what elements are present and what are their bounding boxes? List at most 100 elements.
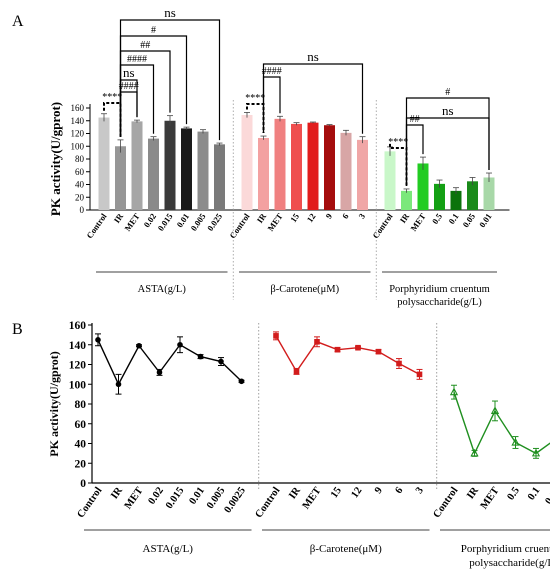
x-tick-label: MET — [122, 211, 141, 233]
y-tick-label: 120 — [69, 360, 87, 372]
y-tick-label: 140 — [69, 340, 87, 352]
group-name: ASTA(g/L) — [143, 543, 194, 555]
bar — [291, 123, 302, 210]
x-tick-label: Control — [370, 211, 395, 240]
significance-bracket — [389, 143, 408, 186]
bar — [98, 117, 110, 210]
x-tick-label: 0.025 — [205, 211, 224, 232]
x-tick-label: Control — [84, 211, 109, 240]
y-tick-label: 60 — [75, 167, 85, 177]
bar — [131, 121, 143, 210]
group-name: β-Carotene(μM) — [270, 284, 339, 295]
y-tick-label: 140 — [71, 116, 85, 126]
x-tick-label: 12 — [305, 211, 318, 224]
x-tick-label: 3 — [414, 485, 426, 496]
x-tick-label: 0.1 — [526, 485, 543, 502]
data-point — [375, 348, 382, 355]
data-point — [511, 437, 520, 446]
bar — [307, 122, 319, 210]
bar — [483, 177, 495, 210]
bar — [434, 183, 445, 210]
group-name: β-Carotene(μM) — [310, 543, 382, 555]
data-point — [238, 378, 245, 385]
significance-label: #### — [262, 66, 282, 77]
bar — [181, 128, 192, 210]
data-point — [115, 381, 122, 388]
x-tick-label: MET — [265, 211, 284, 233]
data-point — [334, 346, 341, 353]
x-tick-label: IR — [398, 211, 412, 225]
data-point — [531, 448, 541, 457]
y-tick-label: 160 — [69, 320, 87, 332]
significance-label: ns — [123, 65, 135, 80]
y-tick-label: 120 — [71, 129, 85, 139]
bar — [417, 163, 429, 210]
significance-bracket — [405, 97, 490, 186]
y-tick-label: 80 — [75, 154, 85, 164]
significance-label: ## — [140, 40, 150, 51]
bar — [197, 131, 209, 210]
significance-label: **** — [245, 93, 265, 104]
significance-bracket — [262, 63, 364, 134]
data-point — [156, 369, 163, 376]
x-tick-label: 15 — [329, 485, 344, 500]
bar — [357, 139, 368, 210]
x-tick-label: Control — [75, 485, 104, 520]
series-line — [97, 339, 242, 386]
x-tick-label: 6 — [393, 485, 405, 496]
significance-label: # — [445, 87, 450, 98]
y-axis-title: PK activity(U/gprot) — [48, 102, 63, 216]
x-tick-label: Control — [253, 485, 282, 520]
bar — [164, 120, 176, 210]
x-tick-label: 0.05 — [460, 211, 477, 229]
bar — [384, 151, 396, 210]
x-tick-label: 0.5 — [505, 485, 522, 502]
x-tick-label: IR — [287, 485, 303, 501]
x-tick-label: 3 — [357, 211, 368, 220]
significance-label: ## — [410, 114, 420, 125]
group-name: Porphyridium cruentum — [389, 284, 490, 295]
bar — [401, 190, 412, 210]
x-tick-label: 6 — [340, 211, 351, 220]
x-tick-label: 0.02 — [146, 485, 166, 506]
significance-bracket — [119, 19, 221, 141]
bar — [340, 132, 352, 210]
y-tick-label: 20 — [75, 458, 87, 470]
x-tick-label: IR — [255, 211, 269, 225]
y-tick-label: 100 — [69, 379, 87, 391]
bar — [214, 144, 225, 210]
y-tick-label: 40 — [75, 180, 85, 190]
bar — [148, 138, 159, 210]
x-tick-label: 12 — [349, 485, 364, 500]
significance-label: #### — [127, 54, 147, 65]
bar — [467, 181, 478, 210]
data-point — [449, 387, 459, 396]
data-point — [177, 341, 183, 348]
x-tick-label: MET — [408, 211, 427, 233]
data-point — [416, 371, 423, 378]
x-tick-label: 0.01 — [477, 211, 494, 229]
panel-label-b: B — [12, 321, 23, 338]
significance-label: **** — [388, 137, 408, 148]
significance-label: #### — [119, 81, 139, 92]
y-tick-label: 0 — [80, 478, 86, 490]
x-tick-label: 15 — [288, 211, 301, 224]
data-point — [490, 406, 500, 414]
x-tick-label: 0.015 — [164, 485, 187, 511]
x-tick-label: 0.0025 — [222, 485, 248, 515]
bar — [450, 190, 462, 210]
y-tick-label: 160 — [71, 103, 85, 113]
panel-a-bar-chart: 0 20 40 60 80 100 120 140 160 PK activity(U/gprot… — [48, 5, 510, 308]
panel-label-a: A — [12, 13, 24, 30]
data-point — [314, 338, 320, 345]
group-name: Porphyridium cruentum — [461, 543, 550, 555]
significance-label: ns — [442, 103, 454, 118]
x-tick-label: 0.5 — [430, 211, 444, 225]
x-tick-label: MET — [479, 485, 502, 511]
bar — [241, 115, 253, 210]
data-point — [218, 358, 224, 365]
x-tick-label: 0.015 — [155, 211, 174, 232]
group-name: polysaccharide(g/L) — [469, 557, 550, 569]
